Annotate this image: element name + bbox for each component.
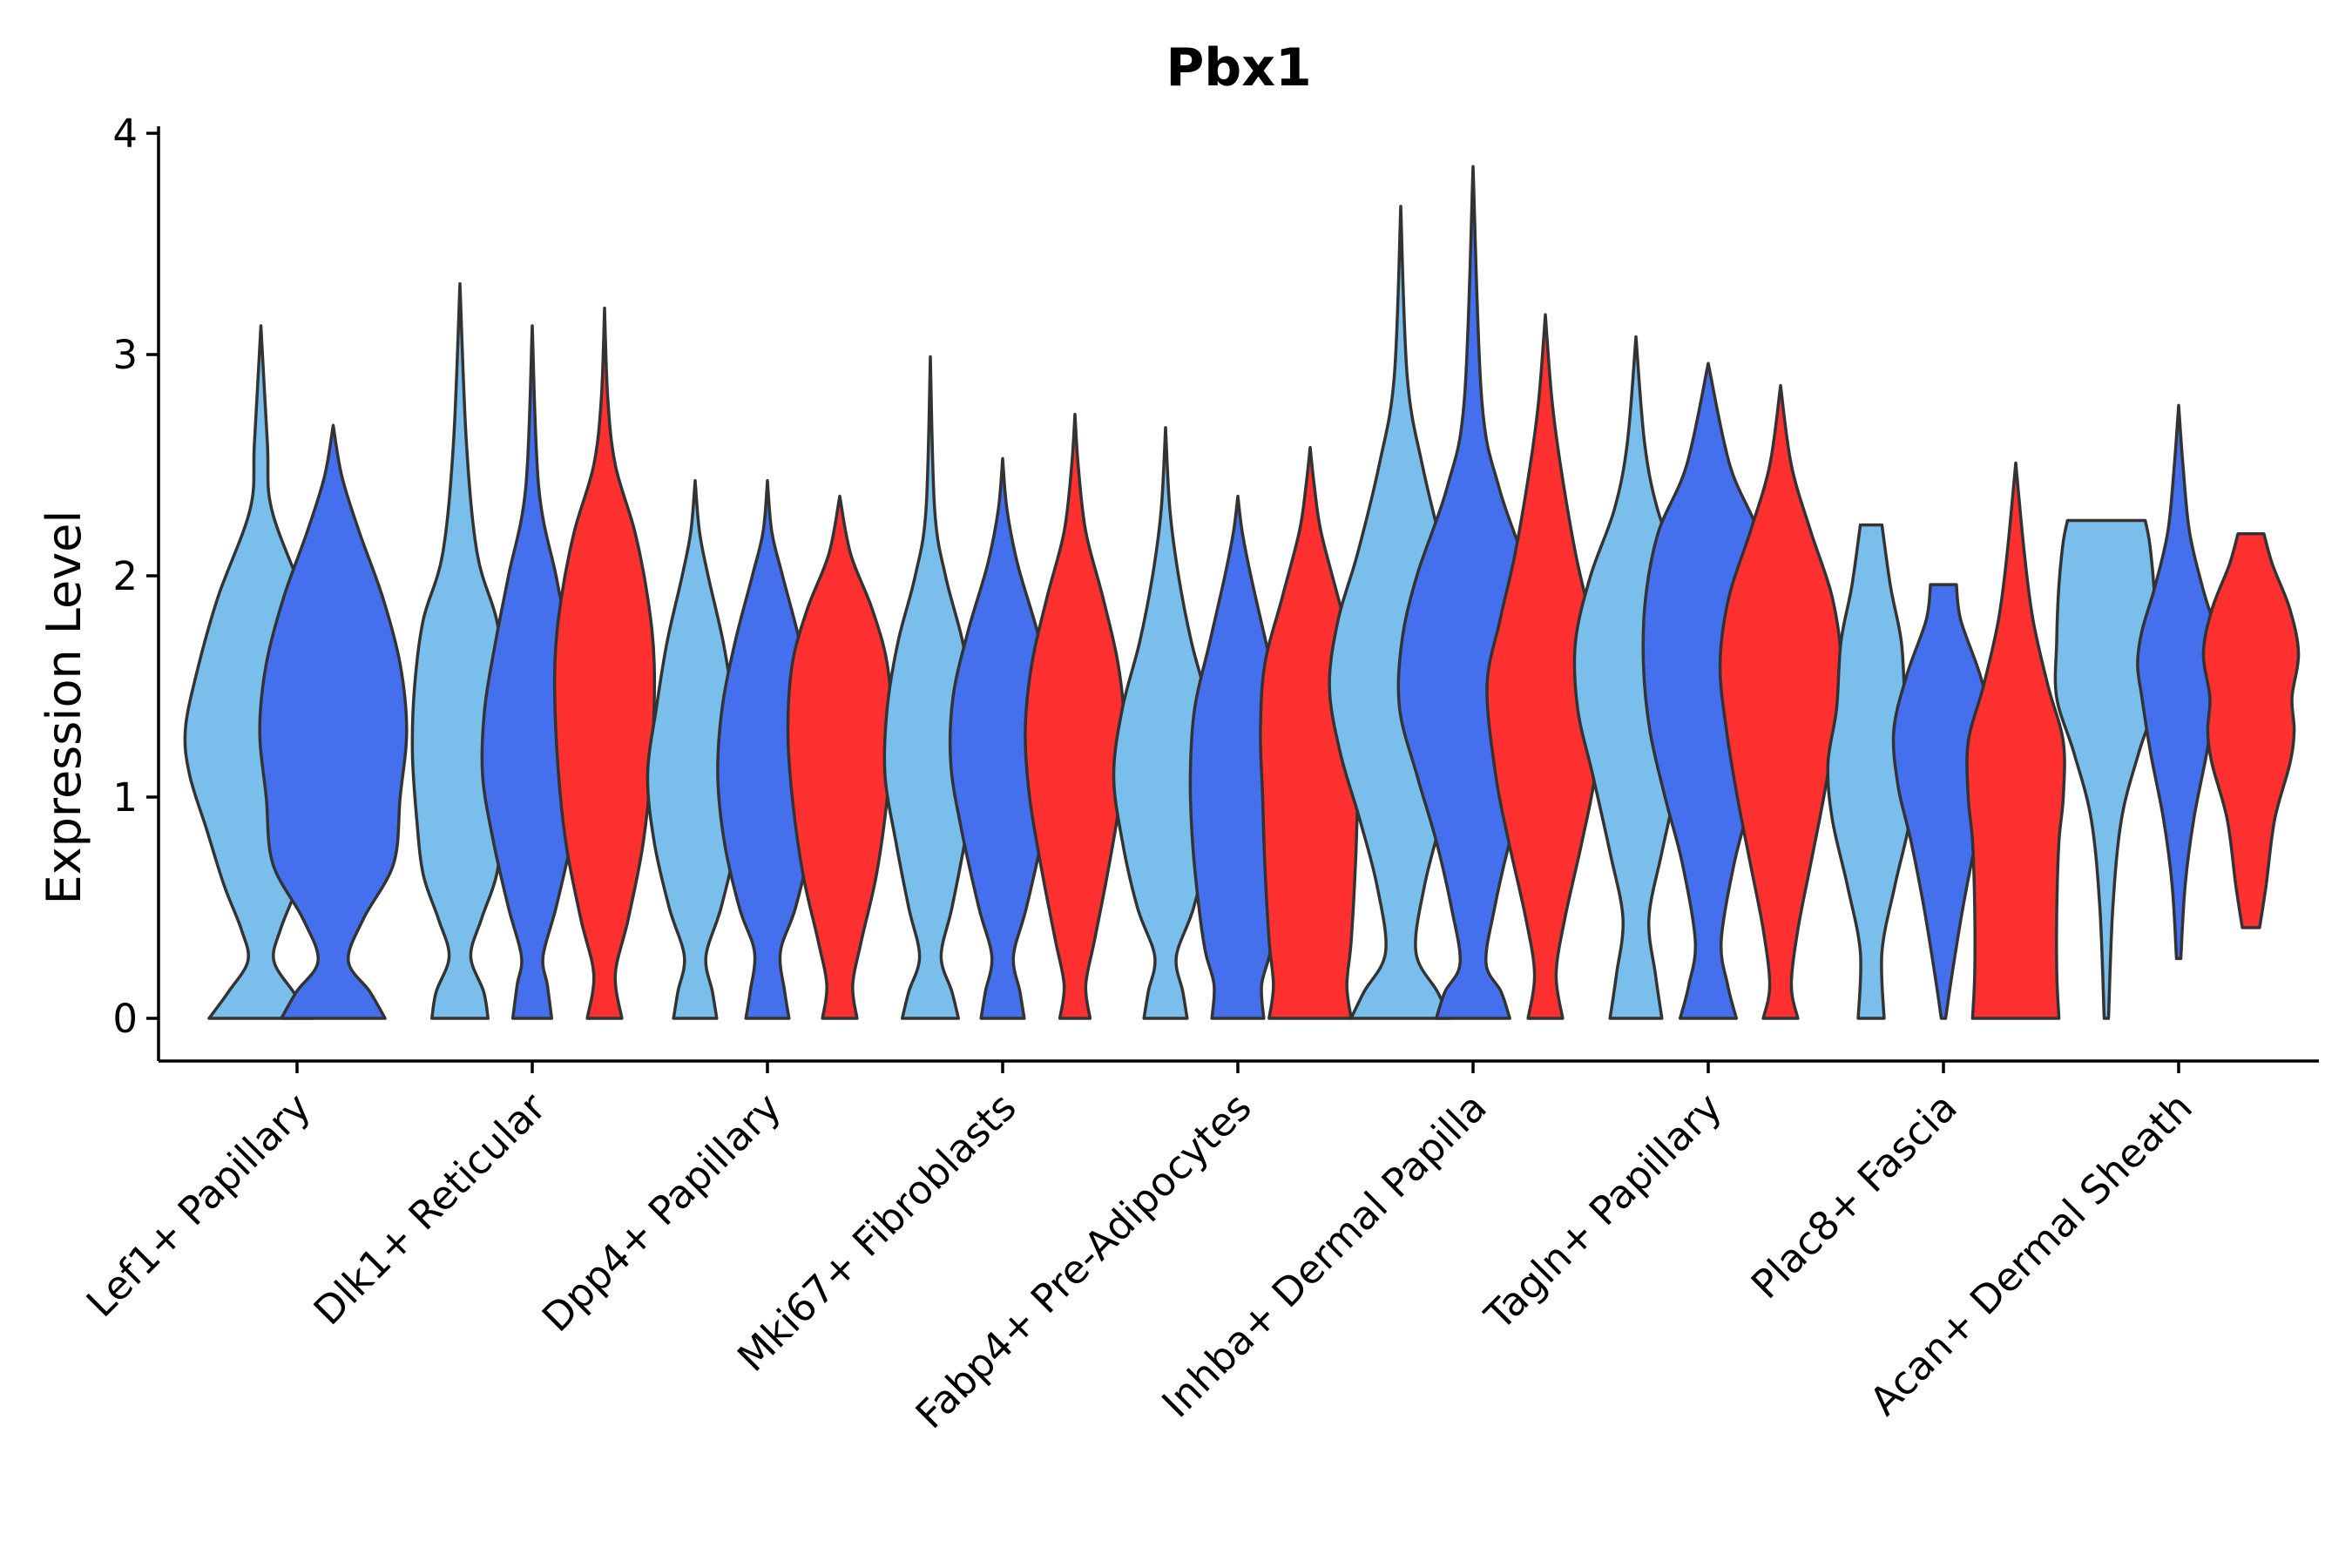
y-tick-label-0: 0 — [112, 996, 138, 1042]
y-tick-label-1: 1 — [112, 774, 138, 821]
violin-7-2 — [1965, 461, 2066, 1020]
violin-3-2 — [1024, 412, 1126, 1020]
violin-6-2 — [1718, 383, 1843, 1020]
y-tick-label-2: 2 — [112, 553, 138, 599]
violin-8-0 — [2053, 518, 2159, 1020]
y-tick-label-4: 4 — [112, 111, 138, 157]
violin-4-2 — [1259, 445, 1362, 1020]
violin-1-0 — [410, 281, 510, 1020]
violin-3-1 — [948, 456, 1058, 1020]
violin-8-2 — [2201, 531, 2301, 929]
violin-1-1 — [480, 324, 585, 1020]
chart-title: Pbx1 — [1166, 37, 1311, 98]
violins-group — [183, 165, 2301, 1020]
violin-6-0 — [1572, 335, 1700, 1020]
violin-2-0 — [645, 479, 745, 1020]
violin-7-1 — [1891, 583, 1996, 1020]
violin-7-0 — [1826, 523, 1916, 1020]
violin-2-2 — [786, 494, 894, 1020]
y-axis-label: Expression Level — [37, 510, 91, 905]
violin-3-0 — [882, 355, 978, 1020]
y-tick-label-3: 3 — [112, 332, 138, 378]
violin-0-1 — [258, 423, 409, 1020]
violin-6-1 — [1641, 362, 1775, 1020]
violin-2-1 — [716, 479, 819, 1020]
violin-8-1 — [2136, 403, 2221, 961]
violin-5-2 — [1485, 313, 1605, 1020]
violin-1-2 — [552, 306, 657, 1020]
